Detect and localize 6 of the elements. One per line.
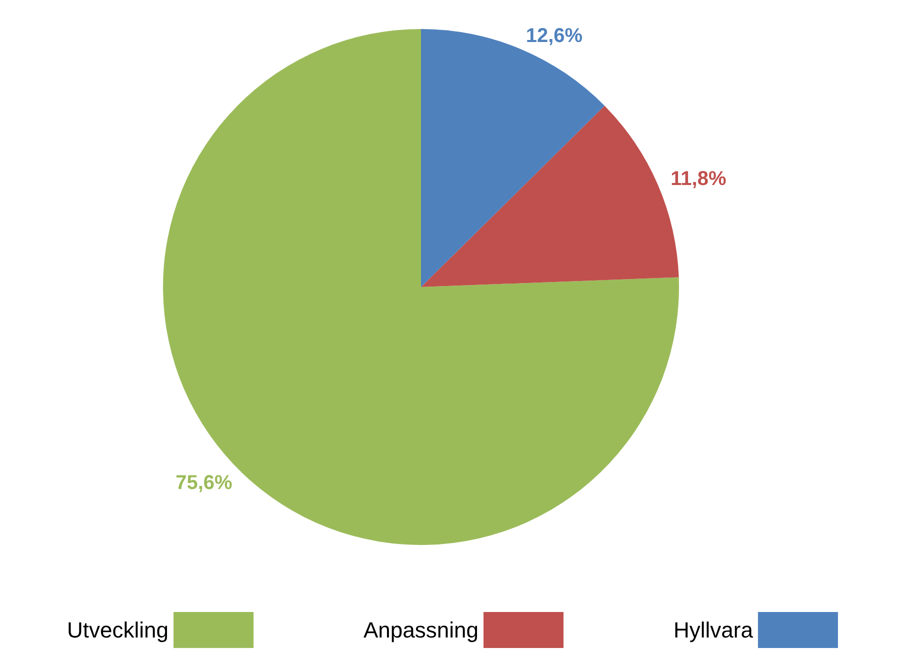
- data-label: 75,6%: [176, 472, 233, 494]
- data-label: 11,8%: [670, 168, 726, 190]
- data-label: 12,6%: [526, 25, 583, 48]
- legend-label: Utveckling: [67, 618, 169, 642]
- legend-label: Anpassning: [364, 618, 478, 642]
- legend-label: Hyllvara: [673, 618, 754, 642]
